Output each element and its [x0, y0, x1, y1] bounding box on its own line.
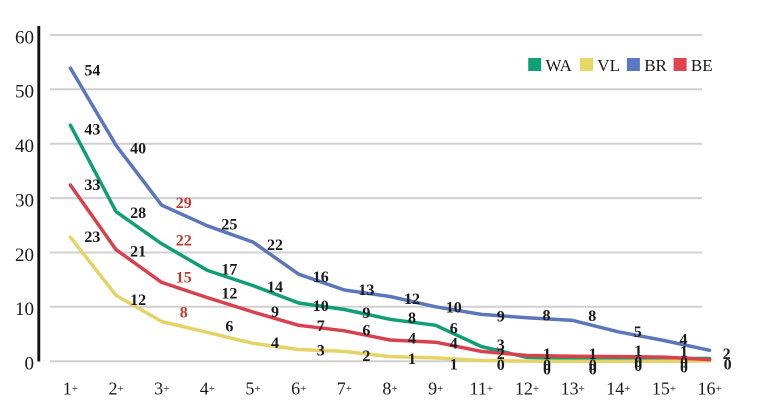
- svg-text:8: 8: [588, 308, 596, 325]
- svg-text:0: 0: [25, 354, 35, 375]
- svg-text:6+: 6+: [291, 379, 306, 399]
- svg-text:0: 0: [497, 357, 505, 374]
- svg-text:1: 1: [450, 356, 458, 373]
- svg-text:7: 7: [317, 318, 325, 335]
- svg-text:10: 10: [313, 298, 329, 315]
- svg-text:43: 43: [84, 121, 100, 138]
- svg-text:15: 15: [176, 270, 192, 287]
- svg-text:4: 4: [408, 330, 416, 347]
- svg-text:20: 20: [15, 245, 34, 266]
- svg-text:VL: VL: [597, 56, 620, 75]
- svg-text:1: 1: [589, 346, 597, 363]
- svg-text:2: 2: [362, 348, 370, 365]
- svg-text:8: 8: [180, 304, 188, 321]
- svg-text:14: 14: [267, 279, 283, 296]
- svg-text:6: 6: [450, 320, 458, 337]
- svg-text:BR: BR: [644, 56, 667, 75]
- svg-text:0: 0: [724, 357, 732, 374]
- svg-text:WA: WA: [546, 56, 573, 75]
- svg-text:0: 0: [680, 355, 688, 372]
- svg-text:23: 23: [84, 229, 100, 246]
- svg-text:12: 12: [130, 292, 146, 309]
- svg-text:12+: 12+: [515, 379, 539, 399]
- svg-text:2: 2: [497, 346, 505, 363]
- svg-text:0: 0: [589, 362, 597, 379]
- svg-text:13: 13: [358, 282, 374, 299]
- svg-text:8+: 8+: [382, 379, 397, 399]
- svg-text:50: 50: [15, 82, 34, 103]
- svg-text:4: 4: [271, 335, 279, 352]
- svg-text:29: 29: [176, 195, 192, 212]
- svg-text:12: 12: [404, 291, 420, 308]
- svg-text:10: 10: [15, 299, 34, 320]
- svg-text:13+: 13+: [561, 379, 585, 399]
- svg-text:0: 0: [543, 362, 551, 379]
- svg-text:33: 33: [84, 177, 100, 194]
- svg-text:0: 0: [543, 357, 551, 374]
- svg-text:1: 1: [408, 351, 416, 368]
- svg-text:5+: 5+: [245, 379, 260, 399]
- svg-text:1+: 1+: [63, 379, 78, 399]
- svg-text:BE: BE: [691, 56, 713, 75]
- svg-text:21: 21: [130, 243, 146, 260]
- svg-text:5: 5: [634, 324, 642, 341]
- svg-text:1: 1: [634, 343, 642, 360]
- svg-text:9: 9: [497, 309, 505, 326]
- svg-text:7+: 7+: [337, 379, 352, 399]
- svg-text:22: 22: [176, 232, 192, 249]
- svg-text:25: 25: [221, 217, 237, 234]
- svg-text:4: 4: [680, 332, 688, 349]
- svg-text:4+: 4+: [200, 379, 215, 399]
- svg-text:6: 6: [225, 319, 233, 336]
- svg-text:0: 0: [680, 360, 688, 377]
- svg-text:40: 40: [15, 136, 34, 157]
- svg-text:1: 1: [543, 346, 551, 363]
- svg-text:22: 22: [267, 237, 283, 254]
- svg-text:0: 0: [589, 357, 597, 374]
- svg-text:40: 40: [130, 140, 146, 157]
- svg-text:6: 6: [362, 323, 370, 340]
- svg-text:54: 54: [84, 63, 100, 80]
- svg-text:17: 17: [221, 262, 237, 279]
- svg-text:1: 1: [680, 344, 688, 361]
- svg-text:15+: 15+: [652, 379, 676, 399]
- svg-text:8: 8: [543, 308, 551, 325]
- svg-text:0: 0: [634, 358, 642, 375]
- svg-text:0: 0: [634, 354, 642, 371]
- svg-text:2: 2: [723, 346, 731, 363]
- svg-text:28: 28: [130, 205, 146, 222]
- svg-text:12: 12: [221, 286, 237, 303]
- svg-text:9: 9: [362, 305, 370, 322]
- svg-text:60: 60: [15, 27, 34, 48]
- svg-text:2+: 2+: [108, 379, 123, 399]
- svg-text:11+: 11+: [470, 379, 494, 399]
- svg-text:10: 10: [446, 300, 462, 317]
- svg-text:9: 9: [271, 304, 279, 321]
- svg-text:3: 3: [317, 343, 325, 360]
- svg-text:3+: 3+: [154, 379, 169, 399]
- svg-text:16: 16: [313, 269, 329, 286]
- svg-text:9+: 9+: [428, 379, 443, 399]
- svg-text:16+: 16+: [697, 379, 721, 399]
- svg-text:8: 8: [408, 310, 416, 327]
- svg-text:30: 30: [15, 190, 34, 211]
- svg-text:14+: 14+: [606, 379, 630, 399]
- svg-text:3: 3: [497, 337, 505, 354]
- svg-text:4: 4: [450, 335, 458, 352]
